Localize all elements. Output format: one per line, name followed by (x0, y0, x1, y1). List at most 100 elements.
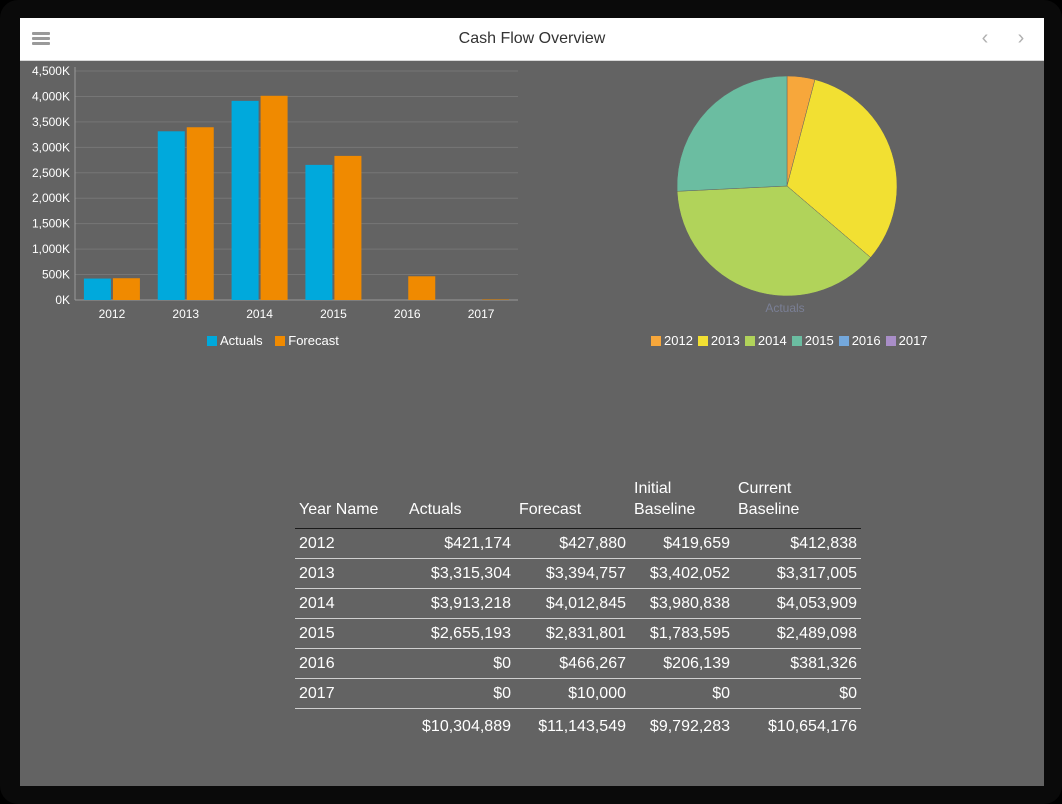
dashboard-screen: Cash Flow Overview ‹ › 0K 500K 1,000K 1,500… (20, 18, 1044, 786)
col-header-current-line1: Current (738, 480, 792, 497)
pie-legend-item-2014[interactable]: 2014 (744, 333, 787, 348)
bar-forecast-2017[interactable] (482, 299, 510, 300)
table-total-row: $10,304,889 $11,143,549 $9,792,283 $10,654,… (295, 709, 861, 742)
pie-legend-swatch (885, 336, 896, 346)
pie-slice-2013[interactable] (786, 79, 898, 258)
cell-forecast: $427,880 (515, 528, 630, 559)
y-tick-label: 0K (55, 293, 70, 307)
cell-actuals: $2,655,193 (405, 618, 515, 649)
x-tick-label: 2014 (246, 307, 273, 321)
col-header-actuals: Actuals (405, 478, 515, 529)
x-tick-label: 2012 (99, 307, 126, 321)
y-tick-label: 3,500K (32, 115, 70, 129)
table-row[interactable]: 2012 $421,174 $427,880 $419,659 $412,838 (295, 528, 861, 559)
pie-legend-item-2017[interactable]: 2017 (885, 333, 928, 348)
cell-current: $0 (734, 678, 861, 709)
x-tick-label: 2016 (394, 307, 421, 321)
cell-actuals: $0 (405, 678, 515, 709)
pie-legend-item-2013[interactable]: 2013 (697, 333, 740, 348)
col-header-forecast: Forecast (515, 478, 630, 529)
cell-total-forecast: $11,143,549 (538, 717, 626, 735)
x-tick-label: 2013 (172, 307, 199, 321)
cell-year: 2014 (295, 588, 405, 619)
pie-legend-label: 2017 (898, 333, 928, 348)
bar-actuals-2015[interactable] (305, 164, 333, 300)
col-header-initial-baseline: Initial Baseline (630, 478, 734, 529)
col-header-year: Year Name (295, 478, 405, 529)
cell-initial: $3,402,052 (630, 558, 734, 589)
cell-actuals: $3,913,218 (405, 588, 515, 619)
x-tick-label: 2017 (468, 307, 495, 321)
cell-forecast: $466,267 (515, 648, 630, 679)
pie-legend-swatch (791, 336, 802, 346)
bar-actuals-2012[interactable] (83, 278, 111, 300)
cash-flow-table: Year Name Actuals Forecast Initial Basel… (295, 478, 861, 741)
bar-forecast-2014[interactable] (260, 95, 288, 300)
title-bar: Cash Flow Overview ‹ › (20, 18, 1044, 61)
legend-item-forecast[interactable]: Forecast (275, 333, 339, 348)
legend-swatch-forecast (275, 336, 286, 346)
pie-legend-label: 2015 (804, 333, 834, 348)
cell-total-current: $10,654,176 (768, 717, 857, 735)
bar-actuals-2013[interactable] (157, 131, 185, 300)
cell-current: $4,053,909 (734, 588, 861, 619)
bar-chart-legend: Actuals Forecast (207, 333, 348, 348)
legend-label-actuals: Actuals (220, 333, 263, 348)
pie-legend-swatch (651, 336, 661, 346)
table-row[interactable]: 2014 $3,913,218 $4,012,845 $3,980,838 $4,053… (295, 588, 861, 619)
hamburger-menu-icon[interactable] (32, 32, 50, 46)
cell-forecast: $2,831,801 (515, 618, 630, 649)
legend-item-actuals[interactable]: Actuals (207, 333, 263, 348)
pie-legend-swatch (697, 336, 708, 346)
y-tick-label: 3,000K (32, 140, 70, 154)
col-header-initial-line2: Baseline (634, 501, 696, 518)
y-tick-label: 4,500K (32, 64, 70, 78)
pie-legend-item-2015[interactable]: 2015 (791, 333, 834, 348)
bar-forecast-2016[interactable] (408, 276, 436, 300)
bar-forecast-2015[interactable] (334, 155, 362, 300)
cell-actuals: $421,174 (405, 528, 515, 559)
pie-chart-legend: 2012 2013 2014 2015 2016 2017 (651, 333, 933, 348)
cell-initial: $206,139 (630, 648, 734, 679)
y-tick-label: 500K (42, 268, 70, 282)
cell-forecast: $10,000 (515, 678, 630, 709)
cell-current: $412,838 (734, 528, 861, 559)
bar-chart: 0K 500K 1,000K 1,500K 2,000K 2,500K 3,000K 3,50… (32, 64, 518, 321)
table-row[interactable]: 2017 $0 $10,000 $0 $0 (295, 678, 861, 709)
pie-legend-label: 2016 (851, 333, 881, 348)
cell-actuals: $3,315,304 (405, 558, 515, 589)
y-tick-label: 1,500K (32, 217, 70, 231)
cell-total-label (295, 709, 405, 742)
col-header-initial-line1: Initial (634, 480, 672, 497)
bar-forecast-2013[interactable] (186, 127, 214, 300)
pie-legend-item-2012[interactable]: 2012 (651, 333, 693, 348)
cell-total-initial: $9,792,283 (649, 717, 730, 735)
chevron-right-icon[interactable]: › (1017, 27, 1025, 49)
table-row[interactable]: 2013 $3,315,304 $3,394,757 $3,402,052 $3,317… (295, 558, 861, 589)
y-tick-label: 4,000K (32, 89, 70, 103)
cell-initial: $1,783,595 (630, 618, 734, 649)
cell-year: 2017 (295, 678, 405, 709)
cell-year: 2013 (295, 558, 405, 589)
cell-initial: $0 (630, 678, 734, 709)
cell-current: $3,317,005 (734, 558, 861, 589)
pie-legend-swatch (838, 336, 849, 346)
pie-slice-2014[interactable] (676, 185, 871, 297)
pie-legend-label: 2014 (757, 333, 787, 348)
table-row[interactable]: 2015 $2,655,193 $2,831,801 $1,783,595 $2,489… (295, 618, 861, 649)
table-row[interactable]: 2016 $0 $466,267 $206,139 $381,326 (295, 648, 861, 679)
cell-year: 2015 (295, 618, 405, 649)
bar-forecast-2012[interactable] (112, 278, 140, 300)
cell-year: 2012 (295, 528, 405, 559)
col-header-current-baseline: Current Baseline (734, 478, 861, 529)
pie-legend-item-2016[interactable]: 2016 (838, 333, 881, 348)
page-title: Cash Flow Overview (458, 30, 606, 47)
legend-label-forecast: Forecast (288, 333, 339, 348)
pie-legend-label: 2013 (710, 333, 740, 348)
bar-actuals-2014[interactable] (231, 100, 259, 300)
chevron-left-icon[interactable]: ‹ (981, 27, 989, 49)
cell-year: 2016 (295, 648, 405, 679)
pie-slice-2015[interactable] (676, 75, 788, 192)
pie-legend-swatch (744, 336, 755, 346)
